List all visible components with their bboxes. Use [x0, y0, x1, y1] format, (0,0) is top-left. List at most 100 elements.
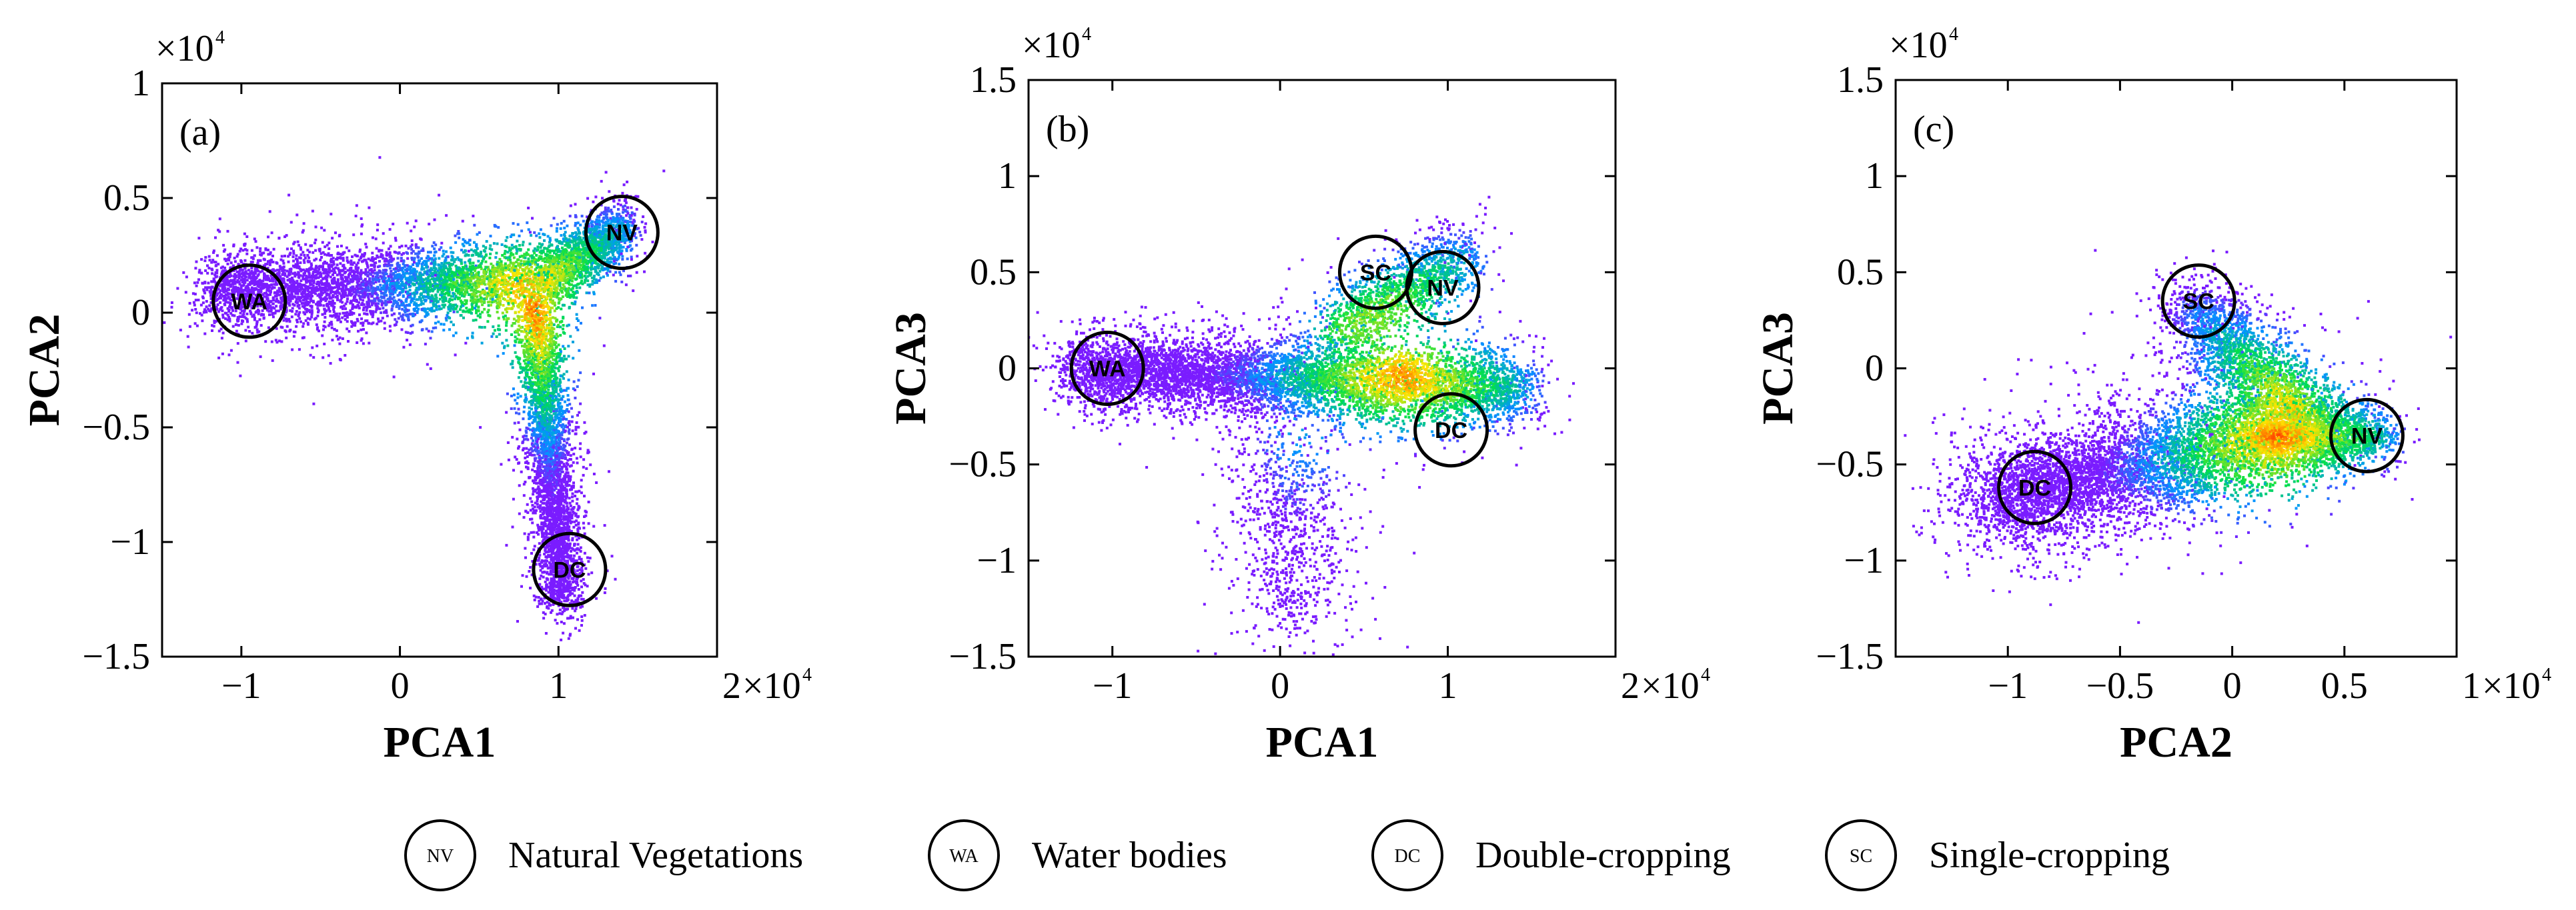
density-point — [386, 282, 388, 285]
density-point — [214, 237, 217, 239]
density-point — [189, 302, 191, 305]
density-point — [476, 278, 479, 281]
density-point — [482, 245, 485, 247]
density-point — [315, 267, 318, 269]
density-point — [408, 268, 410, 271]
density-point — [376, 247, 378, 250]
density-point — [392, 303, 395, 305]
density-point — [444, 265, 447, 267]
density-point — [460, 282, 462, 285]
density-point — [297, 244, 300, 247]
density-point — [409, 275, 412, 278]
density-point — [436, 297, 438, 299]
density-point — [388, 253, 391, 255]
density-point — [251, 280, 253, 283]
density-point — [278, 237, 281, 239]
density-point — [501, 276, 504, 279]
density-point — [443, 323, 446, 326]
density-point — [315, 323, 318, 326]
density-point — [303, 278, 305, 281]
density-point — [251, 315, 253, 318]
density-point — [346, 247, 348, 249]
density-point — [434, 322, 437, 325]
density-point — [500, 281, 503, 284]
density-point — [336, 285, 339, 288]
density-point — [171, 306, 173, 309]
density-point — [374, 272, 376, 275]
density-point — [413, 291, 416, 294]
density-point — [400, 259, 403, 262]
density-point — [471, 289, 474, 291]
density-point — [468, 254, 470, 257]
density-point — [406, 339, 408, 341]
density-point — [406, 252, 409, 255]
density-point — [302, 322, 305, 325]
density-point — [365, 283, 368, 286]
density-point — [315, 258, 317, 261]
density-point — [303, 313, 306, 315]
density-point — [329, 254, 332, 257]
density-point — [259, 318, 261, 321]
density-point — [454, 297, 456, 300]
density-point — [543, 233, 546, 236]
density-point — [484, 326, 486, 329]
density-point — [601, 197, 604, 199]
density-point — [437, 291, 440, 293]
density-point — [402, 302, 405, 305]
density-point — [508, 307, 511, 310]
density-point — [332, 267, 335, 270]
density-point — [388, 277, 390, 280]
density-point — [543, 239, 546, 242]
density-point — [292, 255, 295, 258]
density-point — [397, 252, 400, 255]
density-point — [346, 300, 349, 303]
density-point — [451, 289, 454, 291]
density-point — [368, 281, 370, 283]
density-point — [374, 257, 377, 260]
density-point — [476, 233, 479, 236]
density-point — [471, 286, 474, 289]
density-point — [328, 301, 331, 303]
density-point — [325, 275, 328, 277]
density-point — [338, 343, 341, 345]
density-point — [497, 226, 500, 229]
density-point — [280, 259, 283, 261]
density-point — [267, 309, 270, 312]
density-point — [267, 303, 270, 305]
density-point — [413, 283, 416, 286]
density-point — [223, 267, 226, 269]
density-point — [368, 302, 370, 305]
density-point — [560, 227, 562, 230]
density-point — [413, 297, 416, 300]
density-point — [368, 295, 370, 298]
density-point — [464, 261, 466, 264]
density-point — [514, 311, 517, 314]
density-point — [329, 315, 332, 317]
density-point — [366, 309, 368, 312]
density-point — [328, 286, 330, 289]
density-point — [430, 262, 432, 265]
density-point — [246, 279, 249, 281]
density-point — [309, 311, 311, 313]
density-point — [471, 308, 474, 311]
density-point — [434, 279, 436, 281]
density-point — [290, 289, 293, 291]
density-point — [477, 305, 480, 308]
density-point — [496, 243, 499, 245]
density-point — [447, 268, 450, 271]
density-point — [280, 326, 283, 329]
density-point — [309, 283, 311, 286]
density-point — [357, 271, 360, 274]
density-point — [241, 315, 243, 318]
density-point — [428, 223, 430, 225]
density-point — [422, 249, 425, 252]
density-point — [248, 330, 251, 333]
density-point — [303, 254, 305, 257]
density-point — [386, 259, 388, 261]
density-point — [378, 250, 380, 253]
density-point — [346, 279, 349, 282]
density-point — [355, 293, 358, 296]
density-point — [396, 321, 398, 323]
density-point — [478, 253, 481, 256]
density-point — [356, 263, 358, 266]
